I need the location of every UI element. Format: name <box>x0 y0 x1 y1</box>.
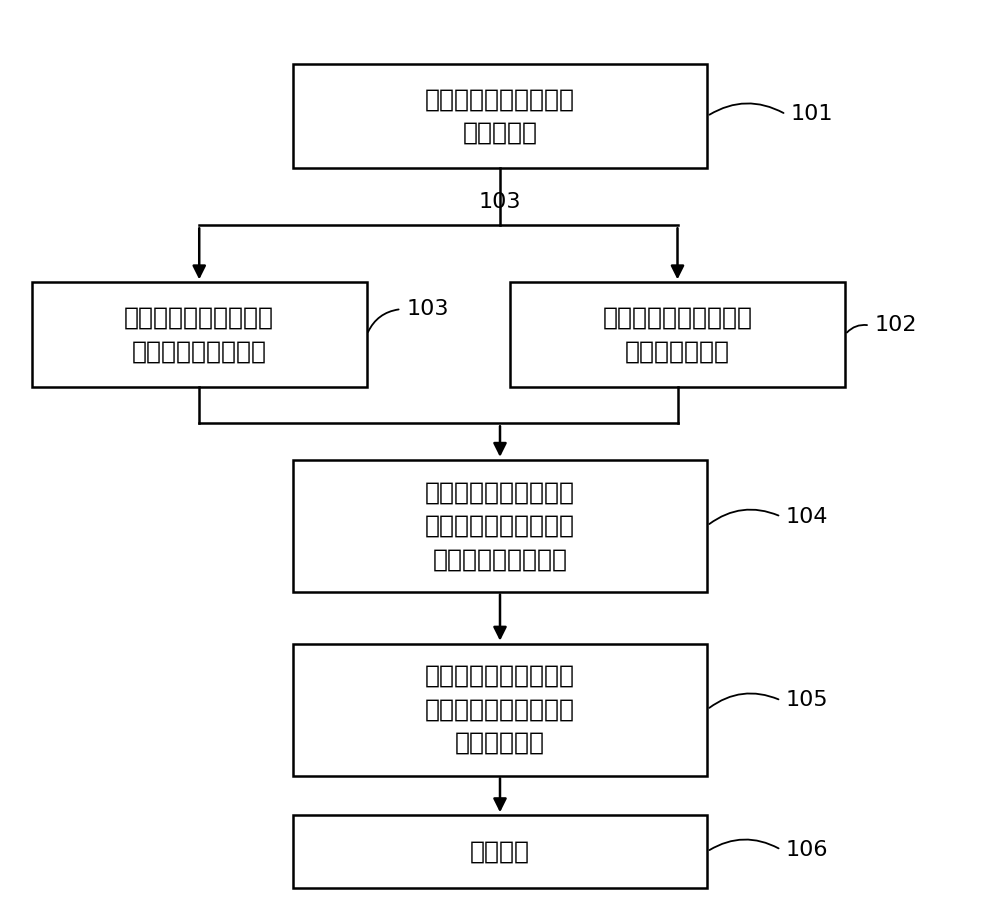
Text: 105: 105 <box>786 690 829 711</box>
Bar <box>293 815 707 888</box>
Text: 计算机设备运行上述测
试用例，测得漏洞，并
反馈上述漏洞: 计算机设备运行上述测 试用例，测得漏洞，并 反馈上述漏洞 <box>425 664 575 755</box>
Bar <box>293 644 707 775</box>
Text: 技术人员给出虚拟武器
的设计方案: 技术人员给出虚拟武器 的设计方案 <box>425 88 575 145</box>
Bar <box>293 460 707 591</box>
Bar <box>32 282 367 387</box>
Text: 106: 106 <box>786 840 828 859</box>
Bar <box>510 282 845 387</box>
Text: 103: 103 <box>406 299 449 319</box>
Text: 测试完成: 测试完成 <box>470 840 530 864</box>
Text: 技术人员根据设计方案
制作出虚拟武器: 技术人员根据设计方案 制作出虚拟武器 <box>602 306 753 363</box>
Text: 102: 102 <box>875 315 917 335</box>
Text: 101: 101 <box>791 104 833 125</box>
Text: 在计算机设备上运行测
试用例，以实现对新版
本的虚拟武器的测试: 在计算机设备上运行测 试用例，以实现对新版 本的虚拟武器的测试 <box>425 480 575 571</box>
Text: 技术人员设计用于虚拟
武器测试的测试用例: 技术人员设计用于虚拟 武器测试的测试用例 <box>124 306 274 363</box>
Text: 104: 104 <box>786 506 828 527</box>
Text: 103: 103 <box>479 191 521 212</box>
Bar <box>293 64 707 168</box>
